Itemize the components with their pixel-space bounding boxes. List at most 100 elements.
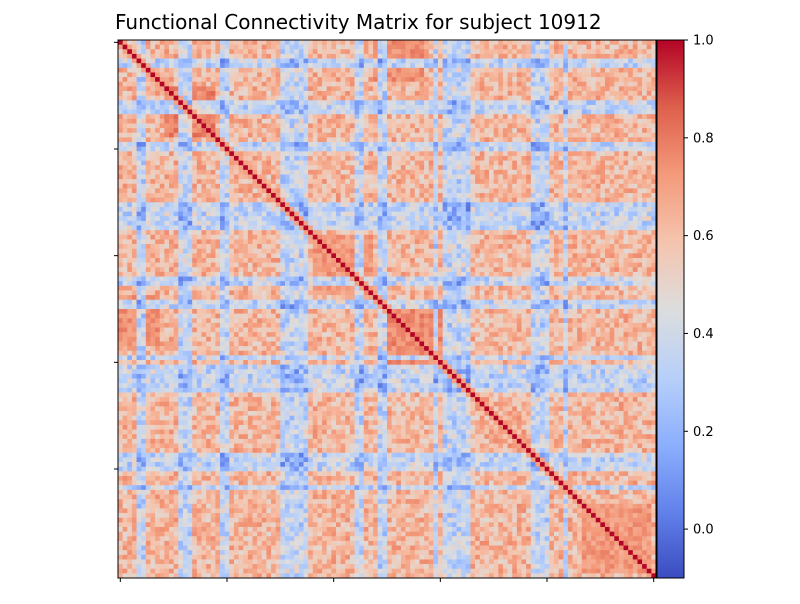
heatmap-cell <box>567 53 573 59</box>
heatmap-cell <box>150 239 156 245</box>
heatmap-cell <box>470 77 476 83</box>
heatmap-cell <box>368 197 374 203</box>
heatmap-cell <box>540 179 546 185</box>
heatmap-cell <box>451 49 457 55</box>
heatmap-cell <box>261 151 267 157</box>
heatmap-cell <box>298 53 304 59</box>
heatmap-cell <box>206 104 212 110</box>
heatmap-cell <box>257 81 263 87</box>
heatmap-cell <box>396 118 402 124</box>
heatmap-cell <box>261 53 267 59</box>
heatmap-cell <box>646 137 652 143</box>
heatmap-cell <box>544 114 550 120</box>
heatmap-cell <box>461 58 467 64</box>
heatmap-cell <box>280 100 286 106</box>
heatmap-cell <box>438 137 444 143</box>
heatmap-cell <box>173 206 179 212</box>
heatmap-cell <box>136 63 142 69</box>
heatmap-cell <box>298 77 304 83</box>
heatmap-cell <box>512 202 518 208</box>
heatmap-cell <box>618 128 624 134</box>
heatmap-cell <box>405 49 411 55</box>
heatmap-cell <box>247 151 253 157</box>
heatmap-cell <box>164 132 170 138</box>
heatmap-cell <box>182 49 188 55</box>
heatmap-cell <box>442 183 448 189</box>
heatmap-cell <box>558 128 564 134</box>
heatmap-cell <box>581 86 587 92</box>
heatmap-cell <box>553 100 559 106</box>
heatmap-cell <box>591 165 597 171</box>
heatmap-cell <box>623 72 629 78</box>
heatmap-cell <box>317 53 323 59</box>
heatmap-cell <box>391 67 397 73</box>
heatmap-cell <box>530 151 536 157</box>
heatmap-cell <box>331 49 337 55</box>
heatmap-cell <box>451 234 457 240</box>
heatmap-cell <box>122 72 128 78</box>
heatmap-cell <box>159 216 165 222</box>
heatmap-cell <box>169 109 175 115</box>
heatmap-cell <box>642 109 648 115</box>
heatmap-cell <box>122 104 128 110</box>
heatmap-cell <box>373 109 379 115</box>
heatmap-cell <box>136 225 142 231</box>
heatmap-cell <box>451 53 457 59</box>
heatmap-cell <box>502 151 508 157</box>
heatmap-cell <box>178 91 184 97</box>
heatmap-cell <box>368 137 374 143</box>
heatmap-cell <box>261 225 267 231</box>
heatmap-cell <box>591 123 597 129</box>
heatmap-cell <box>363 53 369 59</box>
heatmap-cell <box>294 67 300 73</box>
heatmap-cell <box>553 225 559 231</box>
heatmap-cell <box>442 118 448 124</box>
heatmap-cell <box>136 151 142 157</box>
heatmap-cell <box>600 132 606 138</box>
heatmap-cell <box>294 81 300 87</box>
heatmap-cell <box>220 202 226 208</box>
heatmap-cell <box>150 77 156 83</box>
heatmap-cell <box>368 118 374 124</box>
heatmap-cell <box>127 40 133 45</box>
heatmap-cell <box>530 225 536 231</box>
heatmap-cell <box>646 220 652 226</box>
heatmap-cell <box>595 95 601 101</box>
heatmap-cell <box>118 81 123 87</box>
heatmap-cell <box>651 91 657 97</box>
heatmap-cell <box>187 155 193 161</box>
heatmap-cell <box>628 169 634 175</box>
heatmap-cell <box>428 132 434 138</box>
heatmap-cell <box>303 44 309 50</box>
heatmap-cell <box>591 160 597 166</box>
heatmap-cell <box>391 142 397 148</box>
heatmap-cell <box>512 179 518 185</box>
heatmap-cell <box>284 128 290 134</box>
heatmap-cell <box>150 114 156 120</box>
heatmap-cell <box>243 132 249 138</box>
heatmap-cell <box>400 225 406 231</box>
heatmap-cell <box>206 95 212 101</box>
heatmap-cell <box>591 40 597 45</box>
heatmap-cell <box>563 128 569 134</box>
heatmap-cell <box>618 179 624 185</box>
heatmap-cell <box>252 72 258 78</box>
heatmap-cell <box>628 179 634 185</box>
heatmap-cell <box>220 179 226 185</box>
heatmap-cell <box>628 234 634 240</box>
heatmap-cell <box>461 53 467 59</box>
heatmap-cell <box>493 44 499 50</box>
heatmap-cell <box>289 44 295 50</box>
heatmap-cell <box>419 109 425 115</box>
heatmap-cell <box>651 193 657 199</box>
heatmap-cell <box>516 118 522 124</box>
heatmap-cell <box>535 123 541 129</box>
heatmap-cell <box>127 49 133 55</box>
heatmap-cell <box>243 128 249 134</box>
heatmap-cell <box>257 123 263 129</box>
heatmap-cell <box>363 151 369 157</box>
heatmap-cell <box>261 230 267 236</box>
heatmap-cell <box>182 206 188 212</box>
heatmap-cell <box>553 137 559 143</box>
heatmap-cell <box>252 118 258 124</box>
